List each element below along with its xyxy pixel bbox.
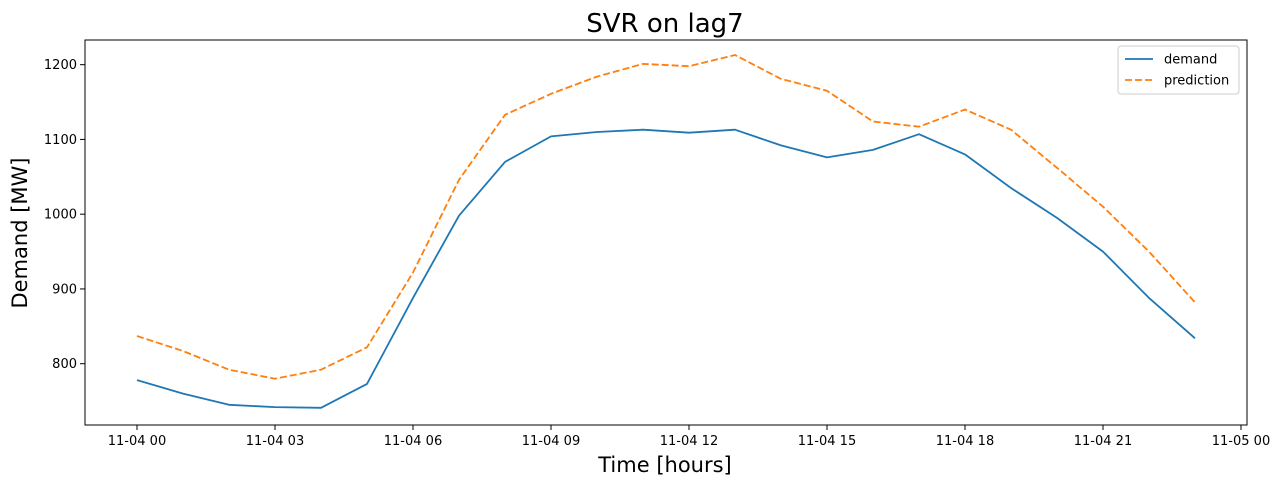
series-lines xyxy=(136,54,1196,409)
x-axis-title: Time [hours] xyxy=(597,453,732,477)
legend-label-prediction: prediction xyxy=(1164,74,1229,89)
x-tick-label: 11-04 09 xyxy=(522,434,580,449)
x-tick-label: 11-04 18 xyxy=(936,434,994,449)
series-line-prediction xyxy=(136,54,1196,380)
x-tick-label: 11-05 00 xyxy=(1212,434,1270,449)
x-tick-label: 11-04 12 xyxy=(660,434,718,449)
x-tick-label: 11-04 00 xyxy=(108,434,166,449)
x-tick-label: 11-04 03 xyxy=(246,434,304,449)
y-tick-label: 1000 xyxy=(44,208,77,223)
legend-box xyxy=(1117,45,1240,95)
x-axis-ticks: 11-04 00 11-04 03 11-04 06 11-04 09 11-04 12… xyxy=(108,425,1270,449)
y-axis-title: Demand [MW] xyxy=(8,158,32,309)
legend: demand prediction xyxy=(1117,45,1240,95)
x-tick-label: 11-04 21 xyxy=(1074,434,1132,449)
chart-title: SVR on lag7 xyxy=(586,9,743,39)
legend-label-demand: demand xyxy=(1164,53,1217,68)
x-tick-label: 11-04 06 xyxy=(384,434,442,449)
y-tick-label: 1100 xyxy=(44,133,77,148)
series-line-demand xyxy=(136,128,1196,409)
y-tick-label: 800 xyxy=(52,357,77,372)
y-axis-ticks: 800 900 1000 1100 1200 xyxy=(44,58,85,372)
y-tick-label: 1200 xyxy=(44,58,77,73)
y-tick-label: 900 xyxy=(52,282,77,297)
plot-area xyxy=(84,39,1248,426)
x-tick-label: 11-04 15 xyxy=(798,434,856,449)
